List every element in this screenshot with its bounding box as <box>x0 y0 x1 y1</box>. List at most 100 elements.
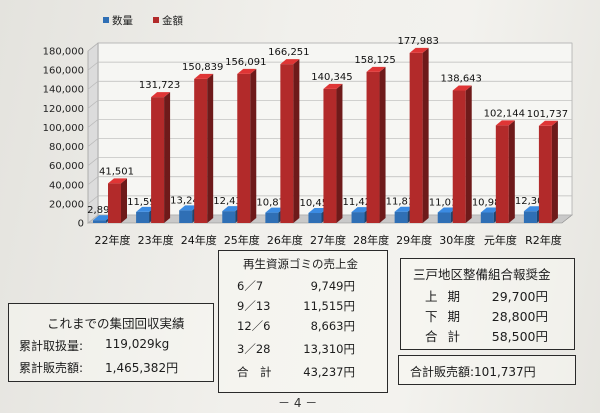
subsidy-title: 三戸地区整備組合報奨金 <box>413 267 551 282</box>
bar <box>409 52 423 224</box>
x-tick-label: 24年度 <box>181 233 217 247</box>
x-tick-label: 28年度 <box>353 233 389 247</box>
total-sales: 合計販売額:101,737円 <box>410 365 536 379</box>
bar-top <box>308 208 328 214</box>
y-tick-label: 180,000 <box>43 47 84 58</box>
bar-top <box>108 178 127 184</box>
cumulative-volume-label: 累計取扱量: <box>19 339 84 353</box>
y-tick-label: 140,000 <box>43 85 84 96</box>
page-number: － 4 － <box>278 396 318 410</box>
cumulative-results-box: これまでの集団回収実績 累計取扱量: 119,029kg 累計販売額: 1,46… <box>8 303 214 382</box>
bar <box>351 212 365 223</box>
data-label: 12,436 <box>213 196 248 207</box>
data-label: 2,890 <box>87 205 116 216</box>
bar-top <box>523 206 543 212</box>
total-sales-box: 合計販売額:101,737円 <box>398 355 576 385</box>
x-tick-label: 30年度 <box>439 233 475 247</box>
bar-top <box>437 207 457 213</box>
bar-top <box>366 66 386 72</box>
bar <box>495 125 509 223</box>
bar-top <box>480 207 500 213</box>
data-label: 131,723 <box>139 80 180 91</box>
y-tick-label: 20,000 <box>49 199 84 210</box>
x-tick-label: 23年度 <box>138 233 174 247</box>
bar <box>480 212 494 223</box>
x-tick-label: 22年度 <box>95 233 131 247</box>
data-label: 156,091 <box>225 57 266 68</box>
subsidy-amount: 28,800円 <box>491 309 548 324</box>
bar-top <box>538 120 558 126</box>
bar-side <box>379 66 386 224</box>
bar-side <box>293 59 300 223</box>
recycle-sales-amount: 9,749円 <box>310 279 355 293</box>
recycle-sales-amount: 11,515円 <box>303 299 355 313</box>
bar-side <box>121 178 127 223</box>
data-label: 138,643 <box>441 74 482 85</box>
bar <box>237 73 251 223</box>
data-label: 11,426 <box>343 197 378 208</box>
bar-side <box>250 68 257 223</box>
bar <box>280 64 294 223</box>
recycle-sales-row: 9／13 11,515円 <box>227 298 379 318</box>
recycle-sales-date: 3／28 <box>237 342 271 356</box>
data-label: 177,983 <box>397 36 438 47</box>
subsidy-amount: 58,500円 <box>491 329 548 344</box>
bar-side <box>551 120 558 223</box>
cumulative-title: これまでの集団回収実績 <box>47 316 185 331</box>
bar <box>366 71 380 224</box>
data-label: 102,144 <box>484 108 525 119</box>
data-label: 158,125 <box>354 55 395 66</box>
data-label: 166,251 <box>268 47 309 58</box>
legend-label: 数量 <box>112 14 133 27</box>
bar-side <box>164 92 171 224</box>
bar <box>108 183 121 223</box>
bar <box>452 90 466 223</box>
bar <box>136 211 150 223</box>
recycle-sales-total-row: 合 計 43,237円 <box>227 364 379 384</box>
bar <box>222 211 236 223</box>
y-tick-label: 40,000 <box>49 180 84 191</box>
recycle-sales-total-label: 合 計 <box>237 365 272 379</box>
x-tick-label: 26年度 <box>267 233 303 247</box>
data-label: 150,839 <box>182 62 223 73</box>
y-tick-label: 0 <box>78 219 84 230</box>
bar <box>179 210 193 223</box>
sales-bar-chart: 0 20,000 40,000 60,000 80,000 100,000 120,000 1… <box>43 14 573 247</box>
bar-top <box>151 92 171 98</box>
bar <box>394 211 408 223</box>
subsidy-row: 合計 58,500円 <box>411 326 564 346</box>
recycle-sales-amount: 13,310円 <box>303 342 355 356</box>
legend-label: 金額 <box>162 14 183 27</box>
bar-top <box>394 206 414 212</box>
data-label: 11,010 <box>429 197 464 208</box>
data-label: 10,458 <box>299 198 334 209</box>
data-label: 10,980 <box>472 198 507 209</box>
data-label: 11,590 <box>127 197 162 208</box>
bar-top <box>409 47 429 53</box>
recycle-sales-row: 12／6 8,663円 <box>227 318 379 338</box>
cumulative-sales-label: 累計販売額: <box>19 361 84 375</box>
bar-top <box>222 206 242 212</box>
data-label: 41,501 <box>99 166 134 177</box>
subsidy-period: 上期 <box>425 289 471 304</box>
bar-top <box>194 73 214 79</box>
recycle-sales-amount: 8,663円 <box>310 319 355 333</box>
bar-side <box>508 120 515 223</box>
y-tick-label: 160,000 <box>43 66 84 77</box>
cumulative-sales-value: 1,465,382円 <box>105 361 179 375</box>
bar <box>308 213 322 223</box>
recycle-sales-row: 3／28 13,310円 <box>227 341 379 361</box>
recycle-sales-total-amount: 43,237円 <box>303 365 355 379</box>
bar-top <box>93 215 112 221</box>
bar-top <box>280 59 300 65</box>
data-label: 12,300 <box>515 196 550 207</box>
bar-top <box>351 207 371 213</box>
bar-side <box>336 83 343 224</box>
recycle-sales-row: 6／7 9,749円 <box>227 278 379 298</box>
legend-swatch <box>153 17 159 23</box>
x-tick-label: R2年度 <box>525 233 562 247</box>
bar <box>151 97 165 223</box>
bar-top <box>495 120 515 126</box>
bar-side <box>422 47 429 224</box>
y-tick-label: 60,000 <box>49 161 84 172</box>
